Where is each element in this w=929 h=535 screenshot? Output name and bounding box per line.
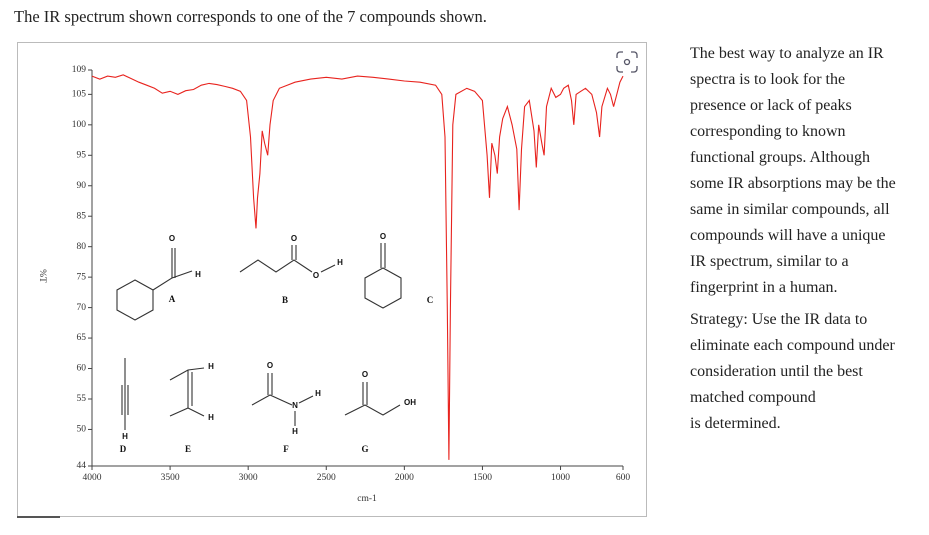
y-tick-label: 80 (77, 242, 87, 252)
text-line: is determined. (690, 415, 781, 432)
x-axis-label: cm-1 (357, 494, 377, 504)
x-tick-label: 3000 (239, 473, 258, 483)
structure-label: G (361, 444, 368, 454)
text-line: presence or lack of peaks (690, 97, 852, 114)
atom: O (380, 232, 386, 241)
structure-label: E (185, 444, 191, 454)
x-tick-label: 2500 (317, 473, 336, 483)
paragraph: Strategy: Use the IR data to eliminate ea… (690, 307, 926, 437)
text-line: corresponding to known (690, 123, 846, 140)
y-tick-label: 75 (77, 272, 87, 282)
y-tick-label: 70 (77, 303, 87, 313)
structure-label: F (283, 444, 289, 454)
structure-label: A (169, 294, 176, 304)
structure-label: C (427, 295, 434, 305)
text-line: compounds will have a unique (690, 227, 886, 244)
text-line: The best way to analyze an IR (690, 45, 884, 62)
y-tick-label: 55 (77, 394, 87, 404)
y-tick-label: 44 (77, 461, 87, 471)
text-line: Strategy: Use the IR data to (690, 311, 868, 328)
y-tick-label: 105 (72, 90, 87, 100)
text-line: eliminate each compound under (690, 337, 895, 354)
y-tick-label: 90 (77, 181, 87, 191)
y-tick-label: 100 (72, 120, 87, 130)
chart-frame (17, 42, 647, 517)
text-line: some IR absorptions may be the (690, 175, 896, 192)
paragraph: The best way to analyze an IR spectra is … (690, 41, 926, 301)
x-tick-label: 4000 (83, 473, 102, 483)
text-line: fingerprint in a human. (690, 279, 838, 296)
x-tick-label: 600 (616, 473, 631, 483)
text-line: consideration until the best (690, 363, 863, 380)
explanation: The best way to analyze an IR spectra is … (690, 41, 926, 443)
x-tick-label: 3500 (161, 473, 180, 483)
atom: H (208, 413, 214, 422)
atom: O (313, 271, 319, 280)
y-tick-label: 109 (72, 65, 87, 75)
text-line: IR spectrum, similar to a (690, 253, 849, 270)
atom: N (292, 401, 298, 410)
scan-icon (616, 51, 638, 73)
atom: H (315, 389, 321, 398)
x-tick-label: 2000 (395, 473, 414, 483)
y-axis-label: %T (37, 269, 47, 283)
atom: H (208, 362, 214, 371)
y-tick-label: 50 (77, 425, 87, 435)
y-tick-label: 65 (77, 333, 87, 343)
atom: O (169, 234, 175, 243)
atom: H (122, 432, 128, 441)
text-line: same in similar compounds, all (690, 201, 890, 218)
text-line: functional groups. Although (690, 149, 870, 166)
structure-label: B (282, 295, 288, 305)
y-tick-label: 85 (77, 211, 87, 221)
x-tick-label: 1000 (551, 473, 570, 483)
atom: OH (404, 398, 416, 407)
text-line: matched compound (690, 389, 816, 406)
question-title: The IR spectrum shown corresponds to one… (14, 7, 487, 26)
structure-label: D (120, 444, 127, 454)
atom: O (267, 361, 273, 370)
structures: O H A O O H B O C H D H H E O N H H F O (116, 232, 434, 454)
spectrum-line (91, 74, 624, 460)
atom: O (291, 234, 297, 243)
atom: O (362, 370, 368, 379)
x-tick-label: 1500 (473, 473, 492, 483)
atom: H (195, 270, 201, 279)
y-tick-label: 60 (77, 364, 87, 374)
atom: H (292, 427, 298, 436)
text-line: spectra is to look for the (690, 71, 846, 88)
atom: H (337, 258, 343, 267)
y-tick-label: 95 (77, 150, 87, 160)
